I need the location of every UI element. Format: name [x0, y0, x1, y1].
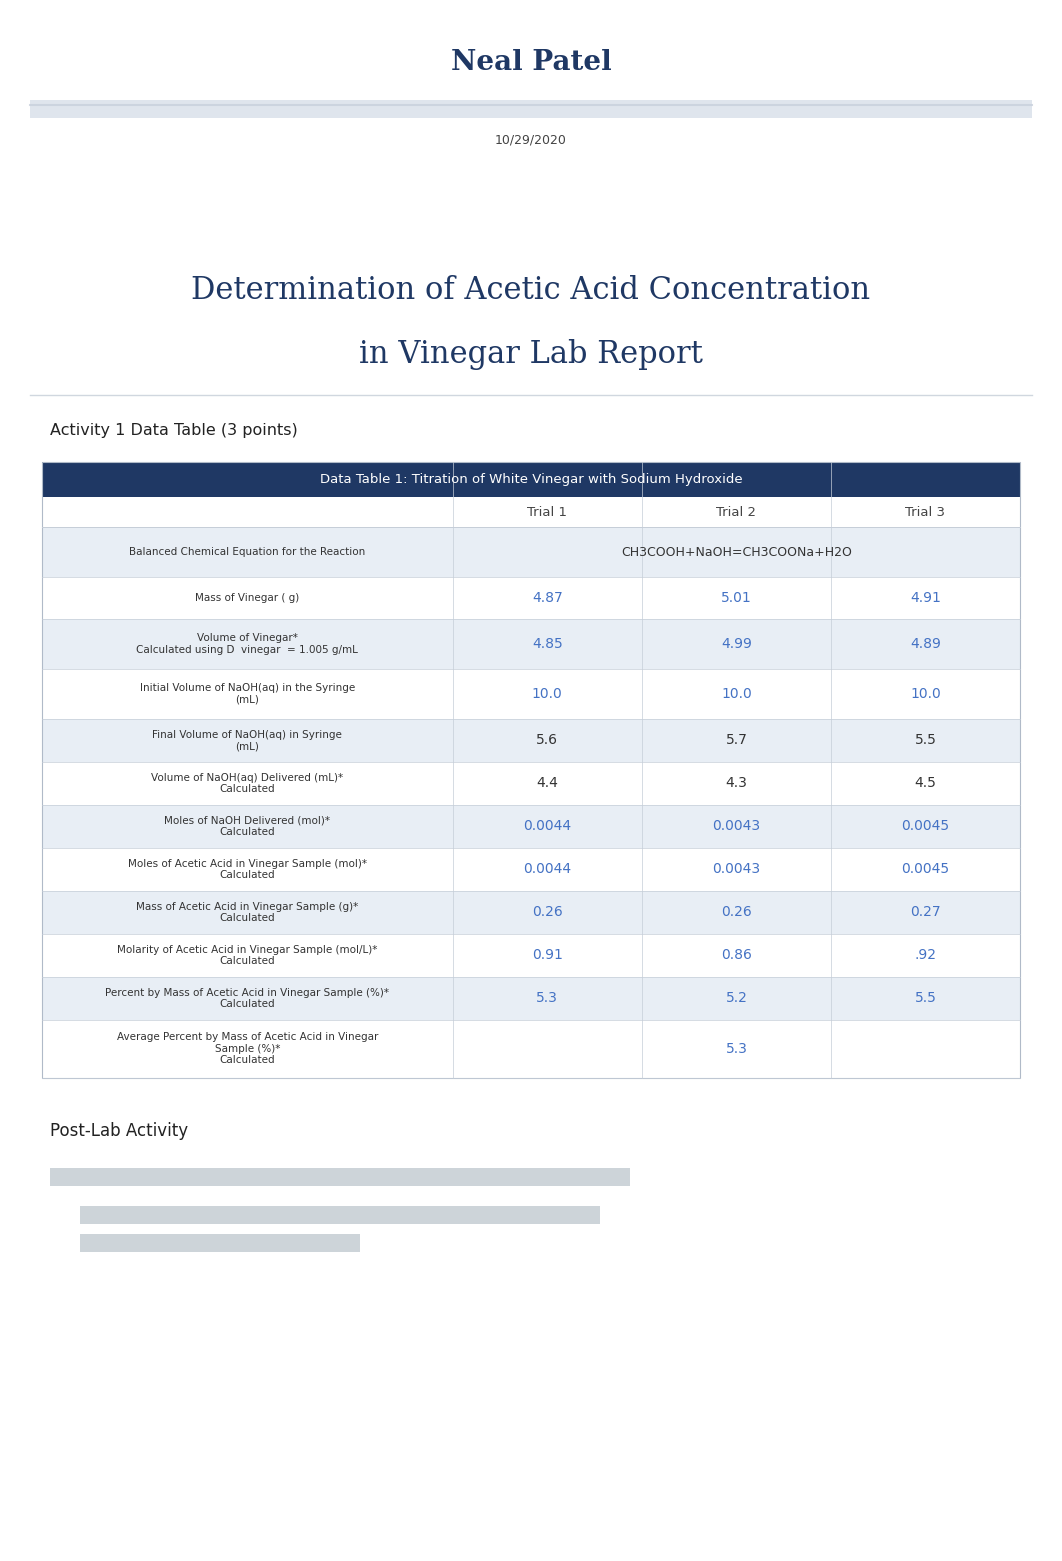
Bar	[42, 496, 1020, 528]
Text: 0.26: 0.26	[721, 905, 752, 919]
Text: 4.87: 4.87	[532, 592, 563, 606]
Bar	[42, 1019, 1020, 1079]
Text: Mass of Vinegar ( g): Mass of Vinegar ( g)	[195, 593, 299, 603]
Text: Determination of Acetic Acid Concentration: Determination of Acetic Acid Concentrati…	[191, 275, 871, 306]
Text: 0.0045: 0.0045	[902, 863, 949, 876]
Text: 0.0045: 0.0045	[902, 820, 949, 834]
Bar	[42, 620, 1020, 670]
Text: 5.01: 5.01	[721, 592, 752, 606]
Text: Calculated: Calculated	[220, 913, 275, 923]
Text: 5.3: 5.3	[536, 991, 559, 1005]
Text: 0.26: 0.26	[532, 905, 563, 919]
Bar	[50, 1168, 630, 1186]
Text: Calculated: Calculated	[220, 784, 275, 795]
Bar	[42, 720, 1020, 762]
Bar	[42, 762, 1020, 805]
Text: 4.89: 4.89	[910, 637, 941, 651]
Text: Sample (%)*: Sample (%)*	[215, 1044, 280, 1054]
Text: Volume of Vinegar*: Volume of Vinegar*	[196, 634, 297, 643]
Text: 4.5: 4.5	[914, 776, 937, 790]
Text: in Vinegar Lab Report: in Vinegar Lab Report	[359, 339, 703, 370]
Text: 5.3: 5.3	[725, 1043, 748, 1055]
Bar	[30, 100, 1032, 119]
Text: Average Percent by Mass of Acetic Acid in Vinegar: Average Percent by Mass of Acetic Acid i…	[117, 1032, 378, 1043]
Text: 4.91: 4.91	[910, 592, 941, 606]
Bar	[42, 805, 1020, 848]
Text: 0.0043: 0.0043	[713, 863, 760, 876]
Text: Moles of NaOH Delivered (mol)*: Moles of NaOH Delivered (mol)*	[165, 816, 330, 826]
Text: Calculated: Calculated	[220, 869, 275, 880]
Text: Neal Patel: Neal Patel	[450, 48, 612, 75]
Text: Calculated: Calculated	[220, 827, 275, 837]
Text: Mass of Acetic Acid in Vinegar Sample (g)*: Mass of Acetic Acid in Vinegar Sample (g…	[136, 902, 359, 912]
Text: Calculated: Calculated	[220, 1055, 275, 1066]
Bar	[80, 1207, 600, 1224]
Text: 0.27: 0.27	[910, 905, 941, 919]
Text: 0.0043: 0.0043	[713, 820, 760, 834]
Text: Calculated: Calculated	[220, 957, 275, 966]
Text: 0.0044: 0.0044	[524, 863, 571, 876]
Text: 0.86: 0.86	[721, 949, 752, 963]
Bar	[42, 578, 1020, 620]
Text: 4.4: 4.4	[536, 776, 559, 790]
Text: Balanced Chemical Equation for the Reaction: Balanced Chemical Equation for the React…	[130, 546, 365, 557]
Text: .92: .92	[914, 949, 937, 963]
Text: Moles of Acetic Acid in Vinegar Sample (mol)*: Moles of Acetic Acid in Vinegar Sample (…	[127, 859, 366, 869]
Text: 4.85: 4.85	[532, 637, 563, 651]
Bar	[42, 977, 1020, 1019]
Bar	[42, 528, 1020, 578]
Text: Data Table 1: Titration of White Vinegar with Sodium Hydroxide: Data Table 1: Titration of White Vinegar…	[320, 473, 742, 485]
Bar	[30, 100, 1032, 119]
Text: 10.0: 10.0	[910, 687, 941, 701]
Text: Post-Lab Activity: Post-Lab Activity	[50, 1122, 188, 1140]
Bar	[42, 462, 1020, 496]
Text: 0.91: 0.91	[532, 949, 563, 963]
Text: Volume of NaOH(aq) Delivered (mL)*: Volume of NaOH(aq) Delivered (mL)*	[151, 773, 343, 782]
Text: Final Volume of NaOH(aq) in Syringe: Final Volume of NaOH(aq) in Syringe	[153, 729, 342, 740]
Bar	[80, 1235, 360, 1252]
Bar	[42, 670, 1020, 720]
Bar	[42, 848, 1020, 891]
Text: 5.5: 5.5	[914, 734, 937, 748]
Text: Activity 1 Data Table (3 points): Activity 1 Data Table (3 points)	[50, 423, 297, 437]
Text: 5.2: 5.2	[725, 991, 748, 1005]
Text: Trial 1: Trial 1	[528, 506, 567, 518]
Text: 4.3: 4.3	[725, 776, 748, 790]
Bar	[42, 933, 1020, 977]
Text: Calculated: Calculated	[220, 999, 275, 1010]
Text: 10.0: 10.0	[532, 687, 563, 701]
Text: CH3COOH+NaOH=CH3COONa+H2O: CH3COOH+NaOH=CH3COONa+H2O	[621, 545, 852, 559]
Text: Calculated using D  vinegar  = 1.005 g/mL: Calculated using D vinegar = 1.005 g/mL	[136, 645, 358, 654]
Bar	[42, 891, 1020, 933]
Text: 5.5: 5.5	[914, 991, 937, 1005]
Text: 5.7: 5.7	[725, 734, 748, 748]
Text: Trial 3: Trial 3	[906, 506, 945, 518]
Bar	[42, 462, 1020, 1079]
Text: 5.6: 5.6	[536, 734, 559, 748]
Text: (mL): (mL)	[236, 741, 259, 751]
Text: 0.0044: 0.0044	[524, 820, 571, 834]
Text: 10.0: 10.0	[721, 687, 752, 701]
Text: 4.99: 4.99	[721, 637, 752, 651]
Text: 10/29/2020: 10/29/2020	[495, 134, 567, 147]
Text: (mL): (mL)	[236, 695, 259, 704]
Text: Initial Volume of NaOH(aq) in the Syringe: Initial Volume of NaOH(aq) in the Syring…	[140, 684, 355, 693]
Text: Molarity of Acetic Acid in Vinegar Sample (mol/L)*: Molarity of Acetic Acid in Vinegar Sampl…	[117, 944, 378, 955]
Text: Percent by Mass of Acetic Acid in Vinegar Sample (%)*: Percent by Mass of Acetic Acid in Vinega…	[105, 988, 390, 997]
Text: Trial 2: Trial 2	[717, 506, 756, 518]
